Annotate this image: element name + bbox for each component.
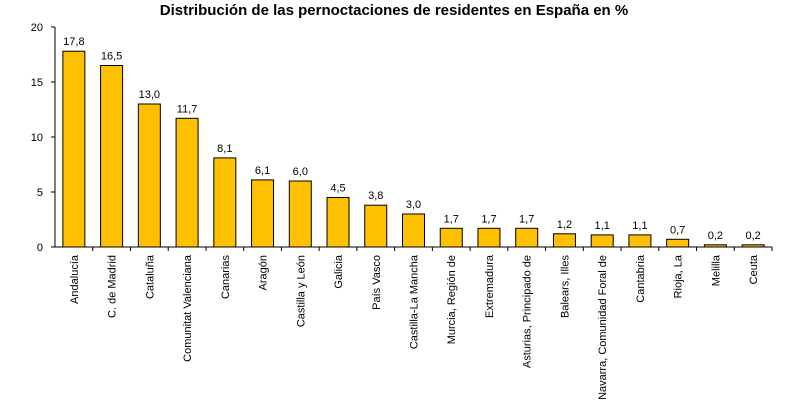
bar bbox=[439, 227, 463, 248]
y-tick-label: 5 bbox=[37, 187, 43, 199]
category-label: Melilla bbox=[710, 254, 722, 286]
data-label: 1,7 bbox=[481, 213, 496, 225]
category-label: Comunitat Valenciana bbox=[182, 254, 194, 362]
bar bbox=[703, 244, 727, 248]
data-label: 1,1 bbox=[595, 220, 610, 232]
category-label: Castilla-La Mancha bbox=[409, 254, 421, 349]
bar bbox=[477, 227, 501, 248]
bar bbox=[666, 238, 690, 248]
data-label: 17,8 bbox=[63, 36, 84, 48]
category-label: Extremadura bbox=[484, 254, 496, 318]
category-label: Aragón bbox=[258, 255, 270, 290]
bar bbox=[552, 233, 576, 248]
category-label: Castilla y León bbox=[295, 255, 307, 327]
category-label: País Vasco bbox=[371, 255, 383, 310]
data-label: 4,5 bbox=[330, 183, 345, 195]
category-label: C. de Madrid bbox=[107, 255, 119, 318]
data-label: 1,2 bbox=[557, 219, 572, 231]
data-label: 1,7 bbox=[444, 213, 459, 225]
bar bbox=[251, 179, 275, 248]
chart-title: Distribución de las pernoctaciones de re… bbox=[159, 2, 629, 19]
data-label: 0,2 bbox=[745, 230, 760, 242]
y-tick-label: 0 bbox=[37, 242, 43, 254]
data-label: 1,7 bbox=[519, 213, 534, 225]
bar bbox=[62, 50, 86, 248]
y-tick-label: 20 bbox=[31, 22, 43, 34]
category-label: Ceuta bbox=[748, 254, 760, 284]
bar bbox=[590, 234, 614, 248]
bar bbox=[402, 213, 425, 248]
category-label: Canarias bbox=[220, 255, 232, 300]
bar bbox=[213, 157, 237, 248]
data-label: 6,1 bbox=[255, 165, 270, 177]
data-label: 16,5 bbox=[101, 51, 122, 63]
data-label: 6,0 bbox=[293, 166, 308, 178]
bar bbox=[100, 65, 124, 248]
bar bbox=[364, 204, 388, 248]
bar bbox=[326, 197, 350, 248]
data-label: 3,0 bbox=[406, 199, 421, 211]
y-tick-label: 10 bbox=[31, 132, 43, 144]
data-label: 11,7 bbox=[177, 103, 198, 115]
bar bbox=[137, 103, 161, 248]
category-label: Murcia, Región de bbox=[446, 255, 458, 344]
y-tick-label: 15 bbox=[31, 77, 43, 89]
bar bbox=[175, 117, 199, 248]
category-label: Andalucía bbox=[69, 254, 81, 304]
category-label: Cataluña bbox=[144, 254, 156, 299]
category-label: Asturias, Principado de bbox=[522, 255, 534, 368]
category-label: Balears, Illes bbox=[559, 255, 571, 318]
bar bbox=[288, 180, 312, 248]
data-label: 1,1 bbox=[632, 220, 647, 232]
bar bbox=[628, 234, 652, 248]
data-label: 13,0 bbox=[139, 89, 160, 101]
data-label: 0,2 bbox=[708, 230, 723, 242]
data-label: 3,8 bbox=[368, 190, 383, 202]
data-label: 0,7 bbox=[670, 224, 685, 236]
data-label: 8,1 bbox=[217, 143, 232, 155]
bar bbox=[515, 227, 539, 248]
category-label: Rioja, La bbox=[673, 254, 685, 298]
category-label: Galicia bbox=[333, 254, 345, 289]
bar bbox=[741, 244, 765, 248]
category-label: Cantabria bbox=[635, 254, 647, 303]
category-label: Navarra, Comunidad Foral de bbox=[597, 255, 609, 400]
